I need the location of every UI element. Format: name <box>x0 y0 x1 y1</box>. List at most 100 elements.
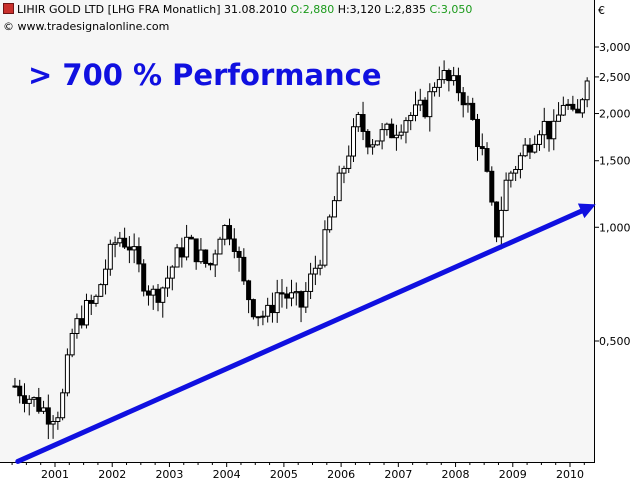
trend-arrow-head <box>577 203 596 219</box>
candle-up <box>289 292 295 299</box>
candle-up <box>327 216 333 231</box>
candle-down <box>279 292 285 295</box>
candle-up <box>408 114 414 122</box>
candle-up <box>432 86 438 93</box>
candle-down <box>474 118 480 148</box>
candle-up <box>331 200 337 218</box>
candle-down <box>45 407 51 425</box>
candle-up <box>355 114 361 128</box>
candle-up <box>169 266 175 279</box>
candle-down <box>298 291 304 308</box>
x-tick-label: 2007 <box>384 468 412 480</box>
candle-up <box>303 290 309 308</box>
candle-up <box>565 103 571 106</box>
candle-down <box>12 385 18 388</box>
candle-up <box>398 131 404 136</box>
candle-up <box>317 264 323 269</box>
candle-up <box>532 143 538 153</box>
candle-down <box>422 99 428 118</box>
y-tick-label: 1,500 <box>599 155 631 168</box>
candle-up <box>274 292 280 314</box>
candle-up <box>384 123 390 131</box>
candle-up <box>370 144 376 148</box>
y-tick-label: 3,000 <box>599 41 631 54</box>
candle-down <box>145 290 151 296</box>
candle-down <box>126 246 132 251</box>
candle-up <box>107 243 113 270</box>
candle-up <box>451 75 457 82</box>
candle-up <box>374 140 380 146</box>
candle-up <box>427 91 433 118</box>
candle-up <box>260 315 266 318</box>
candle-up <box>551 120 557 140</box>
candle-down <box>207 262 213 266</box>
candle-down <box>470 102 476 120</box>
x-tick-label: 2008 <box>442 468 470 480</box>
candle-down <box>255 316 261 319</box>
x-tick-label: 2002 <box>98 468 126 480</box>
copyright-text: © www.tradesignalonline.com <box>3 20 170 33</box>
header-date: 31.08.2010 <box>224 3 288 16</box>
candle-up <box>403 120 409 133</box>
candle-up <box>517 155 523 171</box>
candle-up <box>560 104 566 116</box>
x-tick-label: 2009 <box>499 468 527 480</box>
candle-up <box>265 304 271 317</box>
candle-up <box>222 225 228 240</box>
candle-down <box>231 238 237 252</box>
candle-down <box>460 92 466 106</box>
candle-up <box>184 236 190 258</box>
candle-down <box>136 246 142 265</box>
candle-down <box>155 288 161 303</box>
candle-up <box>441 70 447 81</box>
candle-up <box>50 420 56 425</box>
candle-up <box>55 417 61 422</box>
candle-down <box>241 256 247 282</box>
candle-down <box>489 170 495 203</box>
candle-up <box>541 120 547 136</box>
open-value: O:2,880 <box>290 3 335 16</box>
x-tick-label: 2005 <box>270 468 298 480</box>
candle-down <box>484 148 490 172</box>
candle-up <box>351 126 357 157</box>
candle-up <box>112 242 118 245</box>
candle-up <box>131 246 137 251</box>
instrument-icon <box>3 3 14 14</box>
candle-up <box>74 318 80 334</box>
candle-down <box>203 249 209 264</box>
close-value: C:3,050 <box>429 3 473 16</box>
candle-down <box>79 318 85 326</box>
candle-up <box>536 134 542 145</box>
y-tick-label: 0,500 <box>599 335 631 348</box>
y-tick-label: 2,500 <box>599 71 631 84</box>
candle-up <box>513 169 519 174</box>
candle-up <box>26 398 32 404</box>
candle-up <box>41 407 47 412</box>
candle-down <box>21 395 27 404</box>
candle-up <box>212 253 218 266</box>
candle-up <box>579 99 585 114</box>
candle-down <box>193 238 199 263</box>
candle-down <box>575 108 581 114</box>
candle-up <box>556 114 562 122</box>
candle-up <box>417 99 423 106</box>
candle-down <box>284 293 290 299</box>
candle-down <box>36 397 42 412</box>
candle-up <box>64 354 70 394</box>
candle-up <box>117 237 123 244</box>
candle-up <box>346 155 352 169</box>
candle-down <box>455 75 461 94</box>
candle-up <box>465 102 471 106</box>
candle-up <box>584 80 590 101</box>
candle-up <box>436 79 442 88</box>
candle-up <box>341 167 347 174</box>
candle-down <box>479 146 485 150</box>
candle-up <box>103 268 109 286</box>
x-tick-label: 2003 <box>155 468 183 480</box>
candle-up <box>98 284 104 297</box>
candle-down <box>122 237 128 248</box>
candle-up <box>93 295 99 304</box>
chart-header: LIHIR GOLD LTD [LHG FRA Monatlich] 31.08… <box>3 3 472 17</box>
candle-down <box>141 263 147 292</box>
